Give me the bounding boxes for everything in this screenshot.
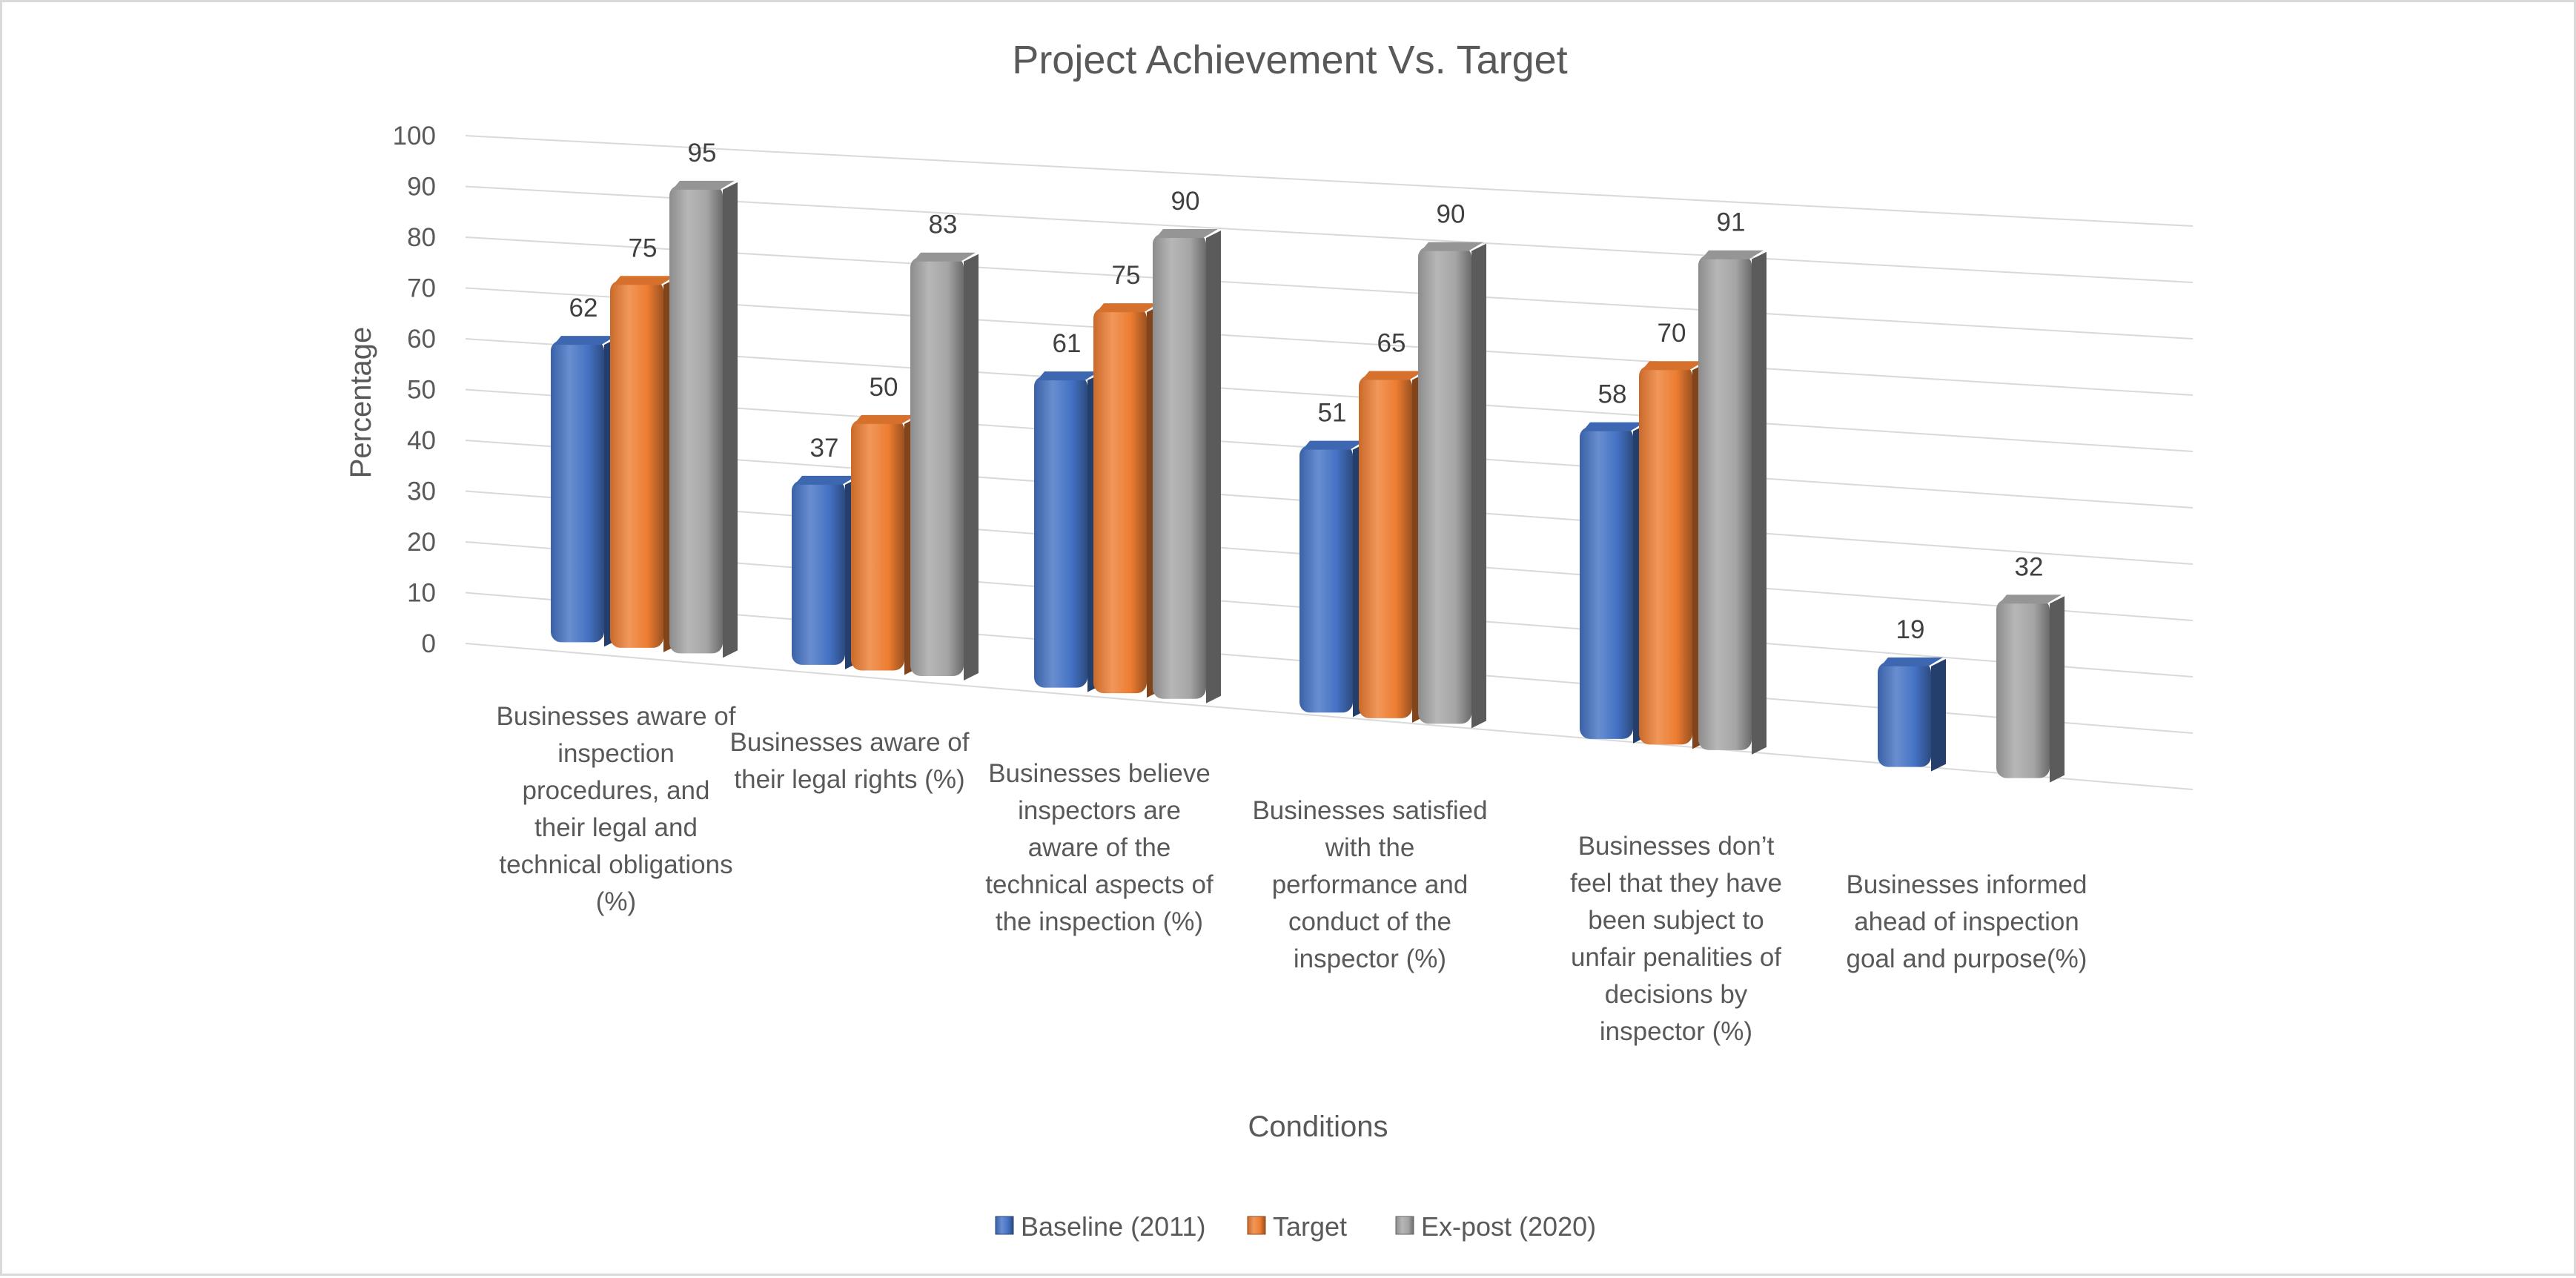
bar — [910, 252, 979, 681]
data-label: 58 — [1598, 380, 1627, 409]
legend-item: Ex-post (2020) — [1395, 1211, 1596, 1242]
category-label: Businesses don’t feel that they have been … — [1570, 832, 1782, 1046]
data-label: 90 — [1171, 187, 1200, 216]
legend-label: Baseline (2011) — [1021, 1211, 1206, 1242]
bar — [1698, 250, 1767, 755]
y-tick-label: 0 — [422, 629, 436, 658]
gridline — [465, 135, 2193, 227]
gridline — [465, 236, 2193, 340]
legend-item: Baseline (2011) — [995, 1211, 1206, 1242]
category-label: Businesses aware of their legal rights (%… — [730, 728, 970, 794]
gridline — [465, 287, 2193, 396]
legend-label: Target — [1273, 1211, 1347, 1242]
data-label: 50 — [870, 373, 898, 402]
bar — [851, 414, 919, 675]
bar — [1580, 422, 1648, 744]
data-label: 90 — [1437, 200, 1466, 229]
data-label: 19 — [1896, 615, 1925, 644]
legend-item: Target — [1247, 1211, 1347, 1242]
chart-title: Project Achievement Vs. Target — [1012, 38, 1567, 82]
bar — [792, 475, 860, 669]
category-label: Businesses satisfied with the performance … — [1252, 796, 1487, 973]
bar — [669, 180, 738, 658]
gridline — [465, 185, 2193, 283]
legend: Baseline (2011) Target Ex-post (2020) — [995, 1211, 1596, 1242]
bar — [1093, 303, 1162, 698]
x-axis-title: Conditions — [1248, 1110, 1388, 1143]
bars — [551, 180, 2065, 783]
y-tick-label: 80 — [407, 223, 436, 252]
data-label: 37 — [810, 434, 839, 463]
bar — [1639, 361, 1707, 749]
bar — [551, 336, 619, 647]
bar — [1878, 657, 1946, 772]
bar — [1034, 371, 1102, 692]
bar — [1299, 440, 1368, 718]
data-label: 51 — [1318, 399, 1347, 428]
bar — [610, 276, 678, 652]
legend-label: Ex-post (2020) — [1421, 1211, 1596, 1242]
data-label: 75 — [1112, 261, 1141, 290]
bar — [1153, 229, 1221, 703]
y-tick-label: 100 — [393, 122, 436, 150]
y-tick-label: 50 — [407, 376, 436, 405]
y-tick-label: 20 — [407, 528, 436, 557]
category-label: Businesses aware of inspection procedures,… — [497, 702, 736, 916]
data-label: 70 — [1658, 319, 1686, 348]
y-tick-label: 90 — [407, 173, 436, 202]
data-labels: 62 75 95 37 50 83 61 75 90 51 65 90 58 70 91 19 32 — [569, 139, 2044, 644]
y-axis-ticks: 0 10 20 30 40 50 60 70 80 90 100 — [393, 122, 436, 658]
bar — [1996, 595, 2065, 783]
y-tick-label: 40 — [407, 426, 436, 455]
y-tick-label: 30 — [407, 477, 436, 506]
data-label: 65 — [1377, 328, 1406, 357]
y-axis-title: Percentage — [345, 327, 377, 479]
category-label: Businesses informed ahead of inspection go… — [1847, 870, 2087, 973]
category-labels: Businesses aware of inspection procedures,… — [497, 702, 2087, 1046]
gridline — [465, 338, 2193, 452]
data-label: 62 — [569, 294, 598, 322]
data-label: 61 — [1053, 329, 1082, 358]
y-tick-label: 60 — [407, 325, 436, 354]
bar — [1359, 371, 1427, 723]
y-tick-label: 10 — [407, 579, 436, 608]
category-label: Businesses believe inspectors are aware of… — [985, 759, 1213, 936]
data-label: 91 — [1717, 208, 1746, 237]
data-label: 95 — [688, 139, 717, 168]
y-tick-label: 70 — [407, 274, 436, 303]
data-label: 83 — [929, 211, 958, 239]
data-label: 32 — [2015, 552, 2044, 581]
bar — [1418, 242, 1486, 729]
data-label: 75 — [629, 234, 658, 262]
